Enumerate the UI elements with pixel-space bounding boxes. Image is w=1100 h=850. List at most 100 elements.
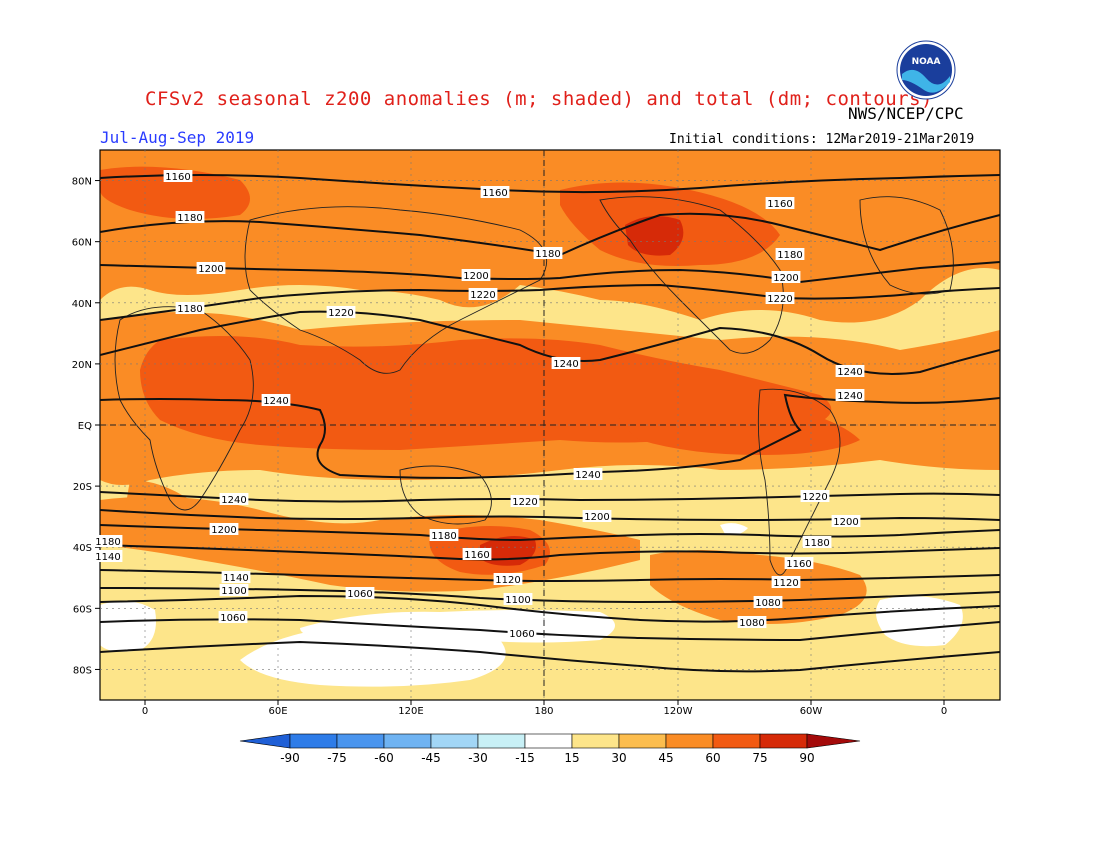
colorbar: -90 -75 -60 -45 -30 -15 15 30 45 60 75 90 <box>239 733 861 765</box>
contour-label: 1120 <box>773 578 798 589</box>
period-label: Jul-Aug-Sep 2019 <box>100 128 255 147</box>
contour-1160-south <box>100 544 1000 561</box>
contour-label: 1100 <box>221 586 246 597</box>
contour-label-bg <box>175 302 205 314</box>
contour-1080-south <box>100 618 1000 642</box>
contour-label-bg <box>784 557 814 569</box>
contour-label-bg <box>507 627 537 639</box>
contour-label-bg <box>493 573 523 585</box>
contour-label: 1160 <box>786 559 811 570</box>
contour-label: 1200 <box>833 517 858 528</box>
colorbar-tick-label: -90 <box>280 751 300 765</box>
contour-label: 1160 <box>482 188 507 199</box>
colorbar-tick-label: 90 <box>799 751 814 765</box>
colorbar-arrow-left <box>239 733 291 749</box>
contour-label: 1220 <box>802 492 827 503</box>
agency-label: NWS/NCEP/CPC <box>848 104 964 123</box>
colorbar-swatch <box>524 733 573 749</box>
initial-conditions-label: Initial conditions: 12Mar2019-21Mar2019 <box>669 132 975 147</box>
contour-label: 1080 <box>755 598 780 609</box>
lat-label: 60S <box>73 604 92 615</box>
contour-label: 1140 <box>223 573 248 584</box>
colorbar-swatch <box>759 733 808 749</box>
contour-label-bg <box>510 495 540 507</box>
noaa-logo: NOAA <box>896 40 956 100</box>
contour-label-bg <box>835 365 865 377</box>
colorbar-tick-label: 45 <box>658 751 673 765</box>
contour-label: 1200 <box>463 271 488 282</box>
contour-1140-south <box>100 569 1000 582</box>
shade-neutral-small <box>720 523 748 535</box>
contour-1220-north <box>100 283 1000 321</box>
contour-label: 1160 <box>464 550 489 561</box>
contour-label-bg <box>345 587 375 599</box>
contour-label-bg <box>775 248 805 260</box>
colorbar-swatch <box>712 733 761 749</box>
colorbar-swatch <box>383 733 432 749</box>
contour-label: 1180 <box>95 537 120 548</box>
contour-label-bg <box>175 211 205 223</box>
lat-label: 80N <box>72 177 92 188</box>
contour-label-bg <box>765 197 795 209</box>
contour-label-bg <box>771 576 801 588</box>
contour-label-bg <box>218 611 248 623</box>
contour-1220-south <box>100 491 1000 503</box>
shade-60-75-arctic-a <box>100 166 250 219</box>
contour-label-bg <box>221 571 251 583</box>
contour-label: 1120 <box>495 575 520 586</box>
latitude-labels: 80N 60N 40N 20N EQ 20S 40S 60S 80S <box>72 177 100 676</box>
contour-label-bg <box>551 357 581 369</box>
contour-label: 1140 <box>95 552 120 563</box>
contour-label: 1220 <box>328 308 353 319</box>
colorbar-arrow-right <box>806 733 861 749</box>
lon-label: 0 <box>941 706 947 717</box>
contour-label-bg <box>831 515 861 527</box>
colorbar-tick-label: -75 <box>327 751 347 765</box>
contour-label-bg <box>480 186 510 198</box>
colorbar-tick-label: -15 <box>515 751 535 765</box>
contour-1160-north <box>100 174 1000 194</box>
contour-label: 1240 <box>837 367 862 378</box>
contour-label-bg <box>503 593 533 605</box>
shade-75-90-arctic <box>625 216 684 256</box>
lat-label: 40S <box>73 543 92 554</box>
contour-label: 1180 <box>177 213 202 224</box>
colorbar-tick-label: 15 <box>564 751 579 765</box>
contour-label-bg <box>219 493 249 505</box>
contour-1060-south <box>100 640 1000 673</box>
contour-label: 1180 <box>804 538 829 549</box>
colorbar-tick-label: 60 <box>705 751 720 765</box>
contour-1180-south <box>100 524 1000 542</box>
longitude-labels: 0 60E 120E 180 120W 60W 0 <box>142 700 947 717</box>
contour-label-bg <box>93 535 123 547</box>
contour-label-bg <box>753 596 783 608</box>
colorbar-swatch <box>571 733 620 749</box>
contour-label: 1060 <box>347 589 372 600</box>
contour-label-bg <box>765 292 795 304</box>
contour-label: 1200 <box>584 512 609 523</box>
lon-label: 120W <box>664 706 693 717</box>
contour-label-bg <box>737 616 767 628</box>
noaa-logo-text: NOAA <box>912 57 941 67</box>
colorbar-tick-label: 75 <box>752 751 767 765</box>
lat-label: 60N <box>72 238 92 249</box>
contour-label-bg <box>462 548 492 560</box>
contour-1200-south <box>100 509 1000 522</box>
contour-label: 1220 <box>767 294 792 305</box>
contour-label: 1220 <box>470 290 495 301</box>
contour-1200-north <box>100 261 1000 284</box>
contour-label: 1200 <box>198 264 223 275</box>
contour-label-bg <box>163 170 193 182</box>
contour-label-bg <box>429 529 459 541</box>
lon-label: 0 <box>142 706 148 717</box>
colorbar-swatch <box>665 733 714 749</box>
contour-label: 1180 <box>431 531 456 542</box>
contour-label: 1100 <box>505 595 530 606</box>
contour-label: 1060 <box>509 629 534 640</box>
colorbar-swatch <box>289 733 338 749</box>
colorbar-tick-label: -60 <box>374 751 394 765</box>
contour-1240-loop <box>100 393 1000 480</box>
colorbar-swatch <box>618 733 667 749</box>
contour-1120-south <box>100 587 1000 604</box>
shade-60-75-west-pacific <box>617 396 860 455</box>
